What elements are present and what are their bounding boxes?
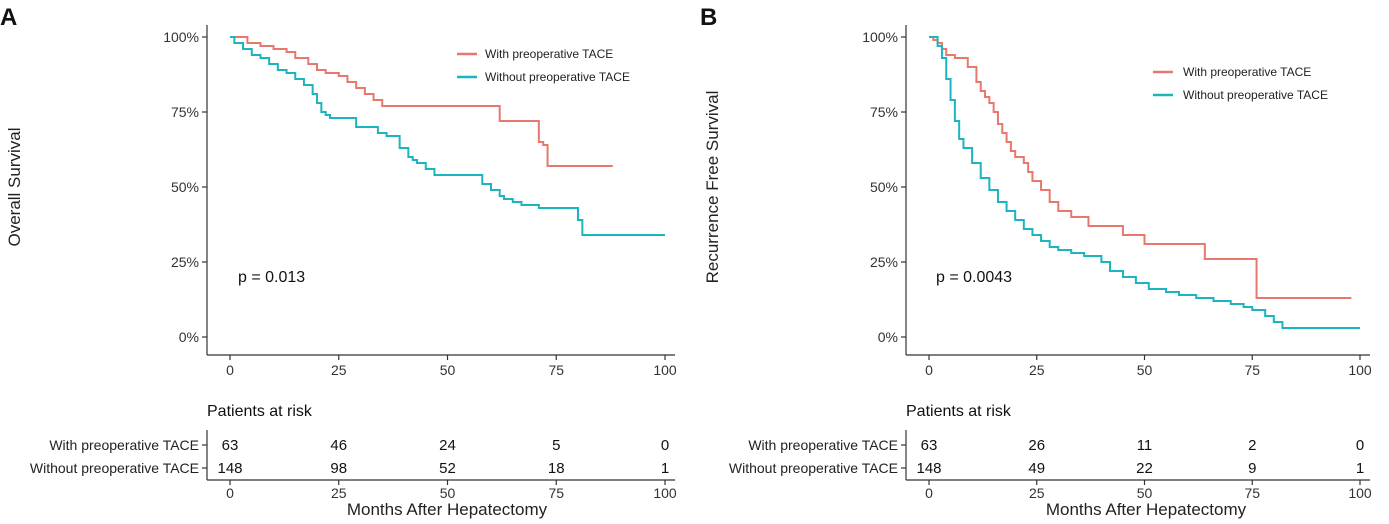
- risk-count: 24: [439, 437, 456, 454]
- legend-label: With preoperative TACE: [1183, 65, 1311, 79]
- risk-x-tick-label: 100: [1348, 485, 1372, 501]
- panel-label: A: [0, 4, 17, 31]
- panel-label: B: [700, 4, 717, 31]
- risk-count: 22: [1136, 460, 1153, 477]
- risk-count: 148: [217, 460, 242, 477]
- p-value-annotation: p = 0.013: [238, 269, 305, 286]
- y-tick-label: 25%: [171, 254, 199, 270]
- risk-count: 18: [548, 460, 565, 477]
- x-tick-label: 0: [925, 362, 933, 378]
- risk-x-tick-label: 75: [548, 485, 564, 501]
- y-tick-label: 100%: [163, 29, 199, 45]
- x-tick-label: 50: [1137, 362, 1153, 378]
- risk-x-tick-label: 25: [1029, 485, 1045, 501]
- x-axis-label: Months After Hepatectomy: [1046, 500, 1247, 519]
- risk-x-tick-label: 50: [1137, 485, 1153, 501]
- series-with-tace-curve: [230, 36, 613, 167]
- risk-x-tick-label: 25: [331, 485, 347, 501]
- risk-count: 98: [330, 460, 347, 477]
- risk-count: 2: [1248, 437, 1256, 454]
- y-tick-label: 0%: [878, 329, 898, 345]
- risk-count: 46: [330, 437, 347, 454]
- risk-row-label: Without preoperative TACE: [729, 460, 898, 476]
- legend-label: Without preoperative TACE: [1183, 88, 1328, 102]
- legend-label: Without preoperative TACE: [485, 70, 630, 84]
- risk-row-label: With preoperative TACE: [748, 437, 898, 453]
- series-without-tace-curve: [929, 36, 1360, 329]
- x-tick-label: 75: [548, 362, 564, 378]
- x-tick-label: 0: [226, 362, 234, 378]
- series-without-tace-curve: [230, 36, 665, 236]
- x-tick-label: 25: [331, 362, 347, 378]
- x-tick-label: 25: [1029, 362, 1045, 378]
- risk-x-tick-label: 75: [1244, 485, 1260, 501]
- risk-count: 5: [552, 437, 560, 454]
- y-tick-label: 75%: [171, 104, 199, 120]
- p-value-annotation: p = 0.0043: [936, 269, 1012, 286]
- y-tick-label: 75%: [870, 104, 898, 120]
- x-tick-label: 75: [1244, 362, 1260, 378]
- y-tick-label: 50%: [870, 179, 898, 195]
- series-with-tace-curve: [929, 36, 1352, 299]
- risk-table-title: Patients at risk: [906, 403, 1012, 420]
- risk-x-tick-label: 0: [226, 485, 234, 501]
- risk-count: 0: [1356, 437, 1364, 454]
- risk-count: 49: [1028, 460, 1045, 477]
- risk-table: Patients at risk With preoperative TACE 63…: [729, 403, 1372, 519]
- risk-table: Patients at risk With preoperative TACE 63…: [30, 403, 677, 519]
- risk-count: 11: [1137, 437, 1153, 454]
- y-tick-label: 25%: [870, 254, 898, 270]
- x-tick-label: 50: [440, 362, 456, 378]
- y-tick-label: 0%: [179, 329, 199, 345]
- risk-count: 26: [1028, 437, 1045, 454]
- x-tick-label: 100: [1348, 362, 1372, 378]
- risk-count: 1: [1356, 460, 1364, 477]
- risk-x-tick-label: 100: [653, 485, 677, 501]
- y-axis-label: Overall Survival: [5, 127, 24, 246]
- x-axis-label: Months After Hepatectomy: [347, 500, 548, 519]
- legend: With preoperative TACE Without preoperati…: [457, 47, 630, 84]
- y-tick-label: 100%: [862, 29, 898, 45]
- risk-row-label: With preoperative TACE: [49, 437, 199, 453]
- legend-label: With preoperative TACE: [485, 47, 613, 61]
- risk-count: 148: [916, 460, 941, 477]
- y-axis-label: Recurrence Free Survival: [703, 91, 722, 284]
- risk-count: 63: [921, 437, 938, 454]
- risk-count: 1: [661, 460, 669, 477]
- risk-count: 52: [439, 460, 456, 477]
- risk-count: 0: [661, 437, 669, 454]
- risk-count: 9: [1248, 460, 1256, 477]
- x-tick-label: 100: [653, 362, 677, 378]
- risk-row-label: Without preoperative TACE: [30, 460, 199, 476]
- risk-table-title: Patients at risk: [207, 403, 313, 420]
- risk-x-tick-label: 50: [440, 485, 456, 501]
- risk-count: 63: [222, 437, 239, 454]
- panel-b: B Recurrence Free Survival 0% 25% 50% 75% 100%…: [700, 4, 1372, 519]
- y-tick-label: 50%: [171, 179, 199, 195]
- risk-x-tick-label: 0: [925, 485, 933, 501]
- legend: With preoperative TACE Without preoperati…: [1153, 65, 1328, 102]
